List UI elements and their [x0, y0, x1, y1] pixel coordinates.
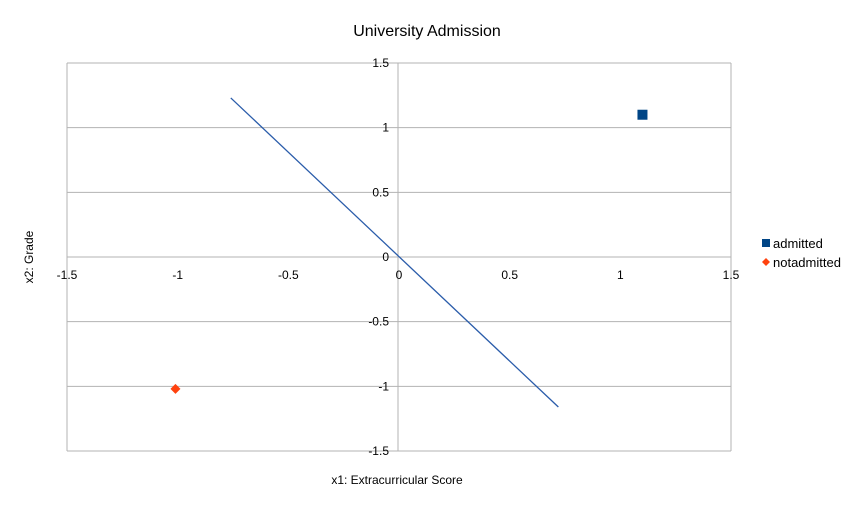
- x-tick-label: 0: [396, 268, 403, 282]
- decision-boundary-line: [230, 97, 559, 408]
- x-tick-labels: -1.5 -1 -0.5 0 0.5 1 1.5: [57, 268, 740, 282]
- y-tick-label: -1: [378, 379, 389, 393]
- legend-label-notadmitted: notadmitted: [773, 255, 841, 270]
- y-tick-label: 0.5: [372, 185, 389, 199]
- x-tick-label: -1.5: [57, 268, 78, 282]
- y-tick-label: 0: [382, 250, 389, 264]
- x-axis-label: x1: Extracurricular Score: [331, 473, 463, 487]
- point-admitted: [637, 109, 648, 120]
- y-tick-labels: 1.5 1 0.5 0 -0.5 -1 -1.5: [368, 56, 389, 458]
- x-tick-label: 1: [617, 268, 624, 282]
- legend-marker-notadmitted: [762, 258, 770, 266]
- data-marks: [170, 97, 648, 408]
- y-tick-label: -1.5: [368, 444, 389, 458]
- legend-marker-admitted: [762, 239, 770, 247]
- point-notadmitted: [170, 383, 181, 394]
- x-tick-label: 1.5: [723, 268, 740, 282]
- x-tick-label: -0.5: [278, 268, 299, 282]
- y-tick-label: -0.5: [368, 315, 389, 329]
- y-axis-label: x2: Grade: [22, 230, 36, 283]
- chart-title: University Admission: [353, 23, 501, 40]
- legend: admitted notadmitted: [762, 236, 841, 270]
- x-tick-label: 0.5: [501, 268, 518, 282]
- y-tick-label: 1.5: [372, 56, 389, 70]
- y-tick-label: 1: [382, 121, 389, 135]
- legend-label-admitted: admitted: [773, 236, 823, 251]
- x-tick-label: -1: [172, 268, 183, 282]
